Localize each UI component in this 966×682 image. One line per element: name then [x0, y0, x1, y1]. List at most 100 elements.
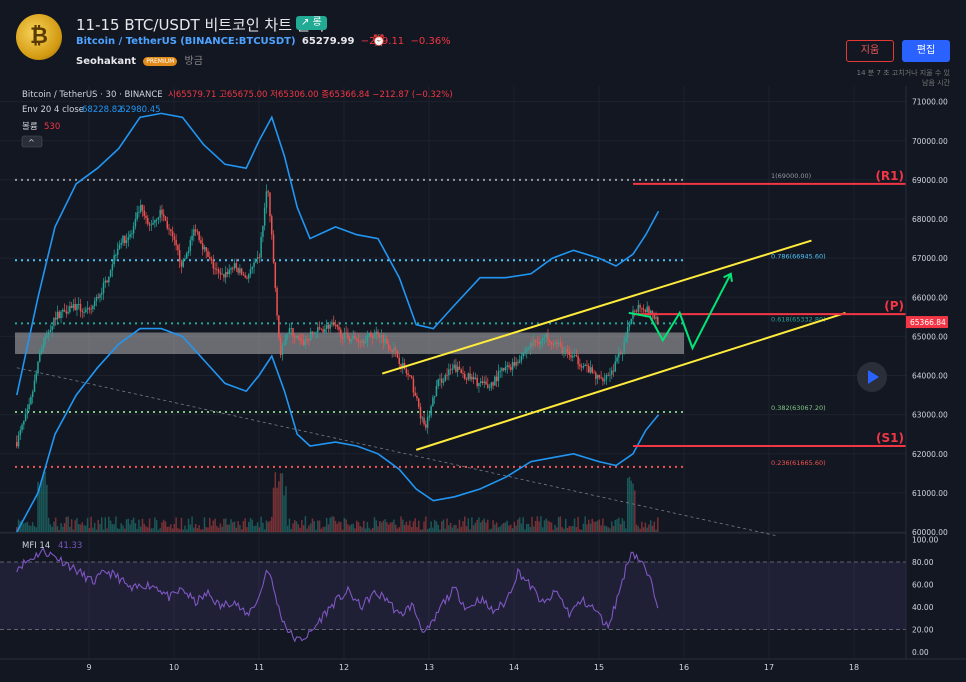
candle-body	[426, 417, 429, 428]
volume-bar	[290, 528, 292, 532]
volume-bar	[405, 521, 408, 532]
volume-bar	[626, 478, 629, 532]
premium-badge: PREMIUM	[143, 56, 178, 66]
candle-body	[166, 220, 169, 229]
candle-body	[53, 317, 55, 326]
volume-bar	[595, 521, 597, 532]
exchange-link[interactable]: (BINANCE:BTCUSDT)	[180, 36, 296, 47]
candle-body	[595, 372, 597, 379]
symbol-price: 65279.99	[301, 36, 355, 47]
volume-bar	[526, 523, 528, 532]
time-tick-label: 14	[509, 663, 519, 672]
volume-bar	[173, 524, 176, 532]
candle-body	[224, 272, 227, 278]
legend-collapse-button[interactable]	[21, 135, 43, 148]
candle-body	[77, 303, 80, 305]
volume-bar	[481, 520, 484, 532]
volume-bar	[600, 525, 602, 532]
volume-bar	[495, 522, 498, 532]
volume-bar	[506, 520, 509, 532]
volume-bar	[522, 517, 524, 532]
volume-bar	[67, 516, 69, 532]
price-chart[interactable]: 1(69000.00) 0.786(66945.60) 0.618(65332.80…	[0, 86, 966, 682]
candle-body	[522, 352, 524, 357]
volume-bar	[101, 517, 103, 532]
mfi-band	[0, 562, 906, 630]
volume-bar	[37, 481, 39, 532]
candle-body	[363, 340, 365, 344]
candle-body	[524, 351, 526, 353]
author-avatar[interactable]	[16, 14, 62, 60]
volume-bar	[653, 521, 655, 532]
price-tick-label: 71000.00	[912, 98, 948, 107]
volume-bar	[361, 527, 363, 532]
candle-body	[556, 342, 558, 344]
candle-body	[357, 340, 360, 343]
volume-bar	[292, 523, 294, 532]
edit-button[interactable]: 편집	[902, 40, 950, 62]
candle-body	[394, 348, 397, 351]
candle-body	[173, 236, 176, 240]
candle-body	[201, 243, 204, 250]
candle-body	[175, 239, 177, 246]
volume-bar	[198, 525, 200, 532]
candle-body	[118, 244, 121, 249]
time-tick-label: 12	[339, 663, 349, 672]
volume-bar	[168, 526, 170, 532]
volume-bar	[62, 526, 64, 532]
price-tick-label: 64000.00	[912, 372, 948, 381]
volume-bar	[219, 523, 222, 532]
volume-bar	[106, 528, 108, 532]
candle-body	[341, 337, 344, 340]
volume-bar	[354, 528, 356, 532]
candle-body	[16, 442, 18, 447]
candle-body	[386, 338, 388, 344]
volume-bar	[488, 529, 491, 532]
author-name[interactable]: Seohakant	[76, 56, 137, 67]
volume-bar	[334, 520, 337, 532]
symbol-link[interactable]: Bitcoin / TetherUS	[76, 36, 178, 47]
candle-body	[271, 216, 273, 235]
candle-body	[200, 240, 202, 244]
volume-bar	[283, 495, 285, 532]
candle-body	[161, 209, 163, 215]
volume-bar	[221, 526, 223, 532]
candle-body	[19, 430, 22, 436]
candle-body	[37, 361, 39, 374]
candle-body	[93, 301, 96, 306]
volume-bar	[414, 518, 416, 532]
candle-body	[511, 362, 514, 370]
volume-bar	[212, 520, 215, 532]
candle-body	[536, 342, 539, 343]
volume-bar	[54, 517, 57, 532]
delete-button[interactable]: 지움	[846, 40, 894, 62]
candle-body	[33, 380, 36, 392]
candle-body	[502, 368, 505, 371]
candle-body	[127, 237, 130, 241]
candle-body	[534, 340, 537, 343]
candle-body	[441, 378, 443, 383]
candle-body	[44, 336, 46, 345]
candle-body	[72, 304, 75, 308]
volume-bar	[651, 525, 654, 532]
candle-body	[90, 308, 92, 310]
volume-bar	[16, 527, 18, 532]
candle-body	[458, 366, 461, 370]
volume-bar	[476, 519, 478, 532]
candle-body	[347, 333, 349, 339]
volume-bar	[455, 524, 457, 532]
candle-body	[315, 332, 317, 334]
volume-bar	[417, 520, 420, 532]
candle-body	[348, 338, 351, 342]
candle-body	[320, 328, 323, 330]
candle-body	[246, 277, 248, 279]
volume-bar	[402, 519, 404, 532]
volume-bar	[58, 529, 60, 532]
candle-body	[527, 348, 530, 350]
alarm-clock-icon[interactable]: ⏰	[372, 34, 386, 47]
volume-bar	[21, 520, 23, 532]
volume-bar	[502, 522, 505, 532]
candle-body	[432, 397, 434, 407]
volume-bar	[136, 528, 138, 532]
mfi-tick-label: 100.00	[912, 536, 938, 545]
